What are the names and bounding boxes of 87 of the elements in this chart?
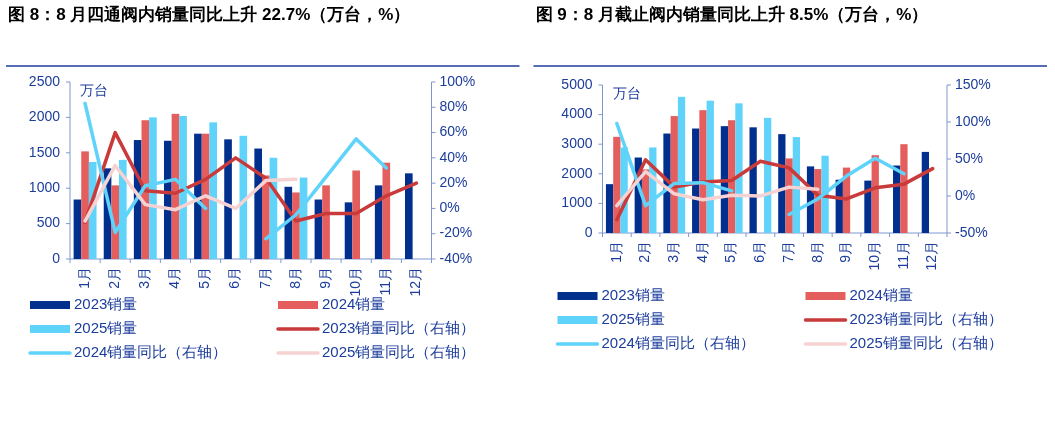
- y-axis-title: 万台: [80, 81, 108, 98]
- legend-label: 2024销量同比（右轴）: [601, 333, 755, 351]
- y-tick-label: 5000: [561, 75, 593, 92]
- x-tick-label: 4月: [166, 267, 183, 289]
- x-tick-label: 3月: [664, 241, 681, 263]
- x-tick-label: 9月: [316, 267, 333, 289]
- bar: [900, 144, 908, 233]
- y2-tick-label: -40%: [439, 249, 473, 266]
- legend-label: 2025销量同比（右轴）: [849, 333, 1003, 351]
- bar: [73, 199, 82, 259]
- legend-label: 2023销量同比（右轴）: [322, 318, 476, 336]
- x-tick-label: 5月: [722, 241, 739, 263]
- bar: [163, 140, 172, 259]
- x-tick-label: 11月: [377, 267, 394, 296]
- y2-tick-label: 100%: [955, 112, 991, 129]
- bar: [404, 173, 413, 259]
- y-tick-label: 3000: [561, 134, 593, 151]
- bar: [194, 133, 202, 259]
- legend-label: 2025销量同比（右轴）: [322, 342, 476, 360]
- x-tick-label: 12月: [923, 241, 940, 271]
- y-tick-label: 2500: [28, 72, 61, 89]
- line-series: [83, 163, 298, 223]
- y2-tick-label: 40%: [439, 148, 468, 165]
- y2-tick-label: -50%: [955, 223, 988, 240]
- x-tick-label: 1月: [75, 267, 92, 289]
- y-tick-label: 500: [36, 214, 61, 231]
- y-tick-label: 1000: [561, 194, 593, 211]
- legend-label: 2023销量同比（右轴）: [849, 309, 1003, 327]
- legend-label: 2023销量: [74, 294, 138, 312]
- bar: [749, 127, 757, 233]
- line-series: [615, 169, 820, 208]
- y2-tick-label: 0%: [955, 186, 976, 203]
- bar: [864, 180, 872, 233]
- x-tick-label: 3月: [136, 267, 153, 289]
- bar: [921, 151, 930, 233]
- bar: [699, 110, 707, 233]
- y2-tick-label: -20%: [439, 224, 473, 241]
- y-tick-label: 0: [584, 223, 593, 240]
- bar: [778, 134, 786, 233]
- y-tick-label: 2000: [561, 164, 593, 181]
- x-tick-label: 7月: [256, 267, 273, 289]
- x-tick-label: 1月: [607, 241, 624, 263]
- bar: [322, 185, 330, 259]
- y-tick-label: 2000: [28, 108, 61, 125]
- y2-tick-label: 0%: [439, 199, 460, 216]
- x-tick-label: 8月: [808, 241, 825, 263]
- x-tick-label: 9月: [837, 241, 854, 263]
- bar: [81, 151, 89, 259]
- x-tick-label: 10月: [865, 241, 882, 271]
- x-tick-label: 8月: [286, 267, 303, 289]
- bar: [254, 148, 262, 259]
- y-tick-label: 4000: [561, 105, 593, 122]
- legend-label: 2024销量: [849, 285, 913, 303]
- x-tick-label: 5月: [196, 267, 213, 289]
- y2-tick-label: 100%: [439, 72, 476, 89]
- bar: [605, 184, 614, 233]
- y2-tick-label: 80%: [439, 97, 468, 114]
- x-tick-label: 11月: [894, 241, 911, 270]
- y2-tick-label: 50%: [955, 149, 984, 166]
- chart-title: 图 9：8 月截止阀内销量同比上升 8.5%（万台，%）: [535, 5, 929, 25]
- bar: [735, 103, 743, 233]
- y-axis-title: 万台: [612, 84, 641, 101]
- y-tick-label: 1500: [28, 143, 61, 160]
- x-tick-label: 2月: [636, 241, 653, 263]
- y-tick-label: 1000: [28, 178, 61, 195]
- x-tick-label: 6月: [751, 241, 768, 263]
- line-series: [83, 130, 419, 225]
- x-tick-label: 10月: [346, 267, 363, 297]
- x-tick-label: 2月: [105, 267, 122, 289]
- y2-tick-label: 20%: [439, 173, 468, 190]
- x-tick-label: 12月: [407, 267, 424, 297]
- y-tick-label: 0: [52, 249, 61, 266]
- bar: [352, 170, 360, 259]
- y2-tick-label: 60%: [439, 123, 468, 140]
- x-tick-label: 4月: [693, 241, 710, 263]
- bar: [382, 162, 391, 259]
- bar: [224, 139, 232, 259]
- bar: [209, 122, 218, 259]
- legend-label: 2024销量同比（右轴）: [74, 342, 228, 360]
- y2-tick-label: 150%: [955, 75, 991, 92]
- x-tick-label: 6月: [226, 267, 243, 289]
- x-tick-label: 7月: [779, 241, 796, 263]
- legend-label: 2025销量: [74, 318, 138, 336]
- legend-label: 2023销量: [601, 285, 665, 303]
- chart-title: 图 8：8 月四通阀内销量同比上升 22.7%（万台，%）: [8, 5, 411, 25]
- legend-label: 2025销量: [601, 309, 665, 327]
- bar: [764, 117, 772, 233]
